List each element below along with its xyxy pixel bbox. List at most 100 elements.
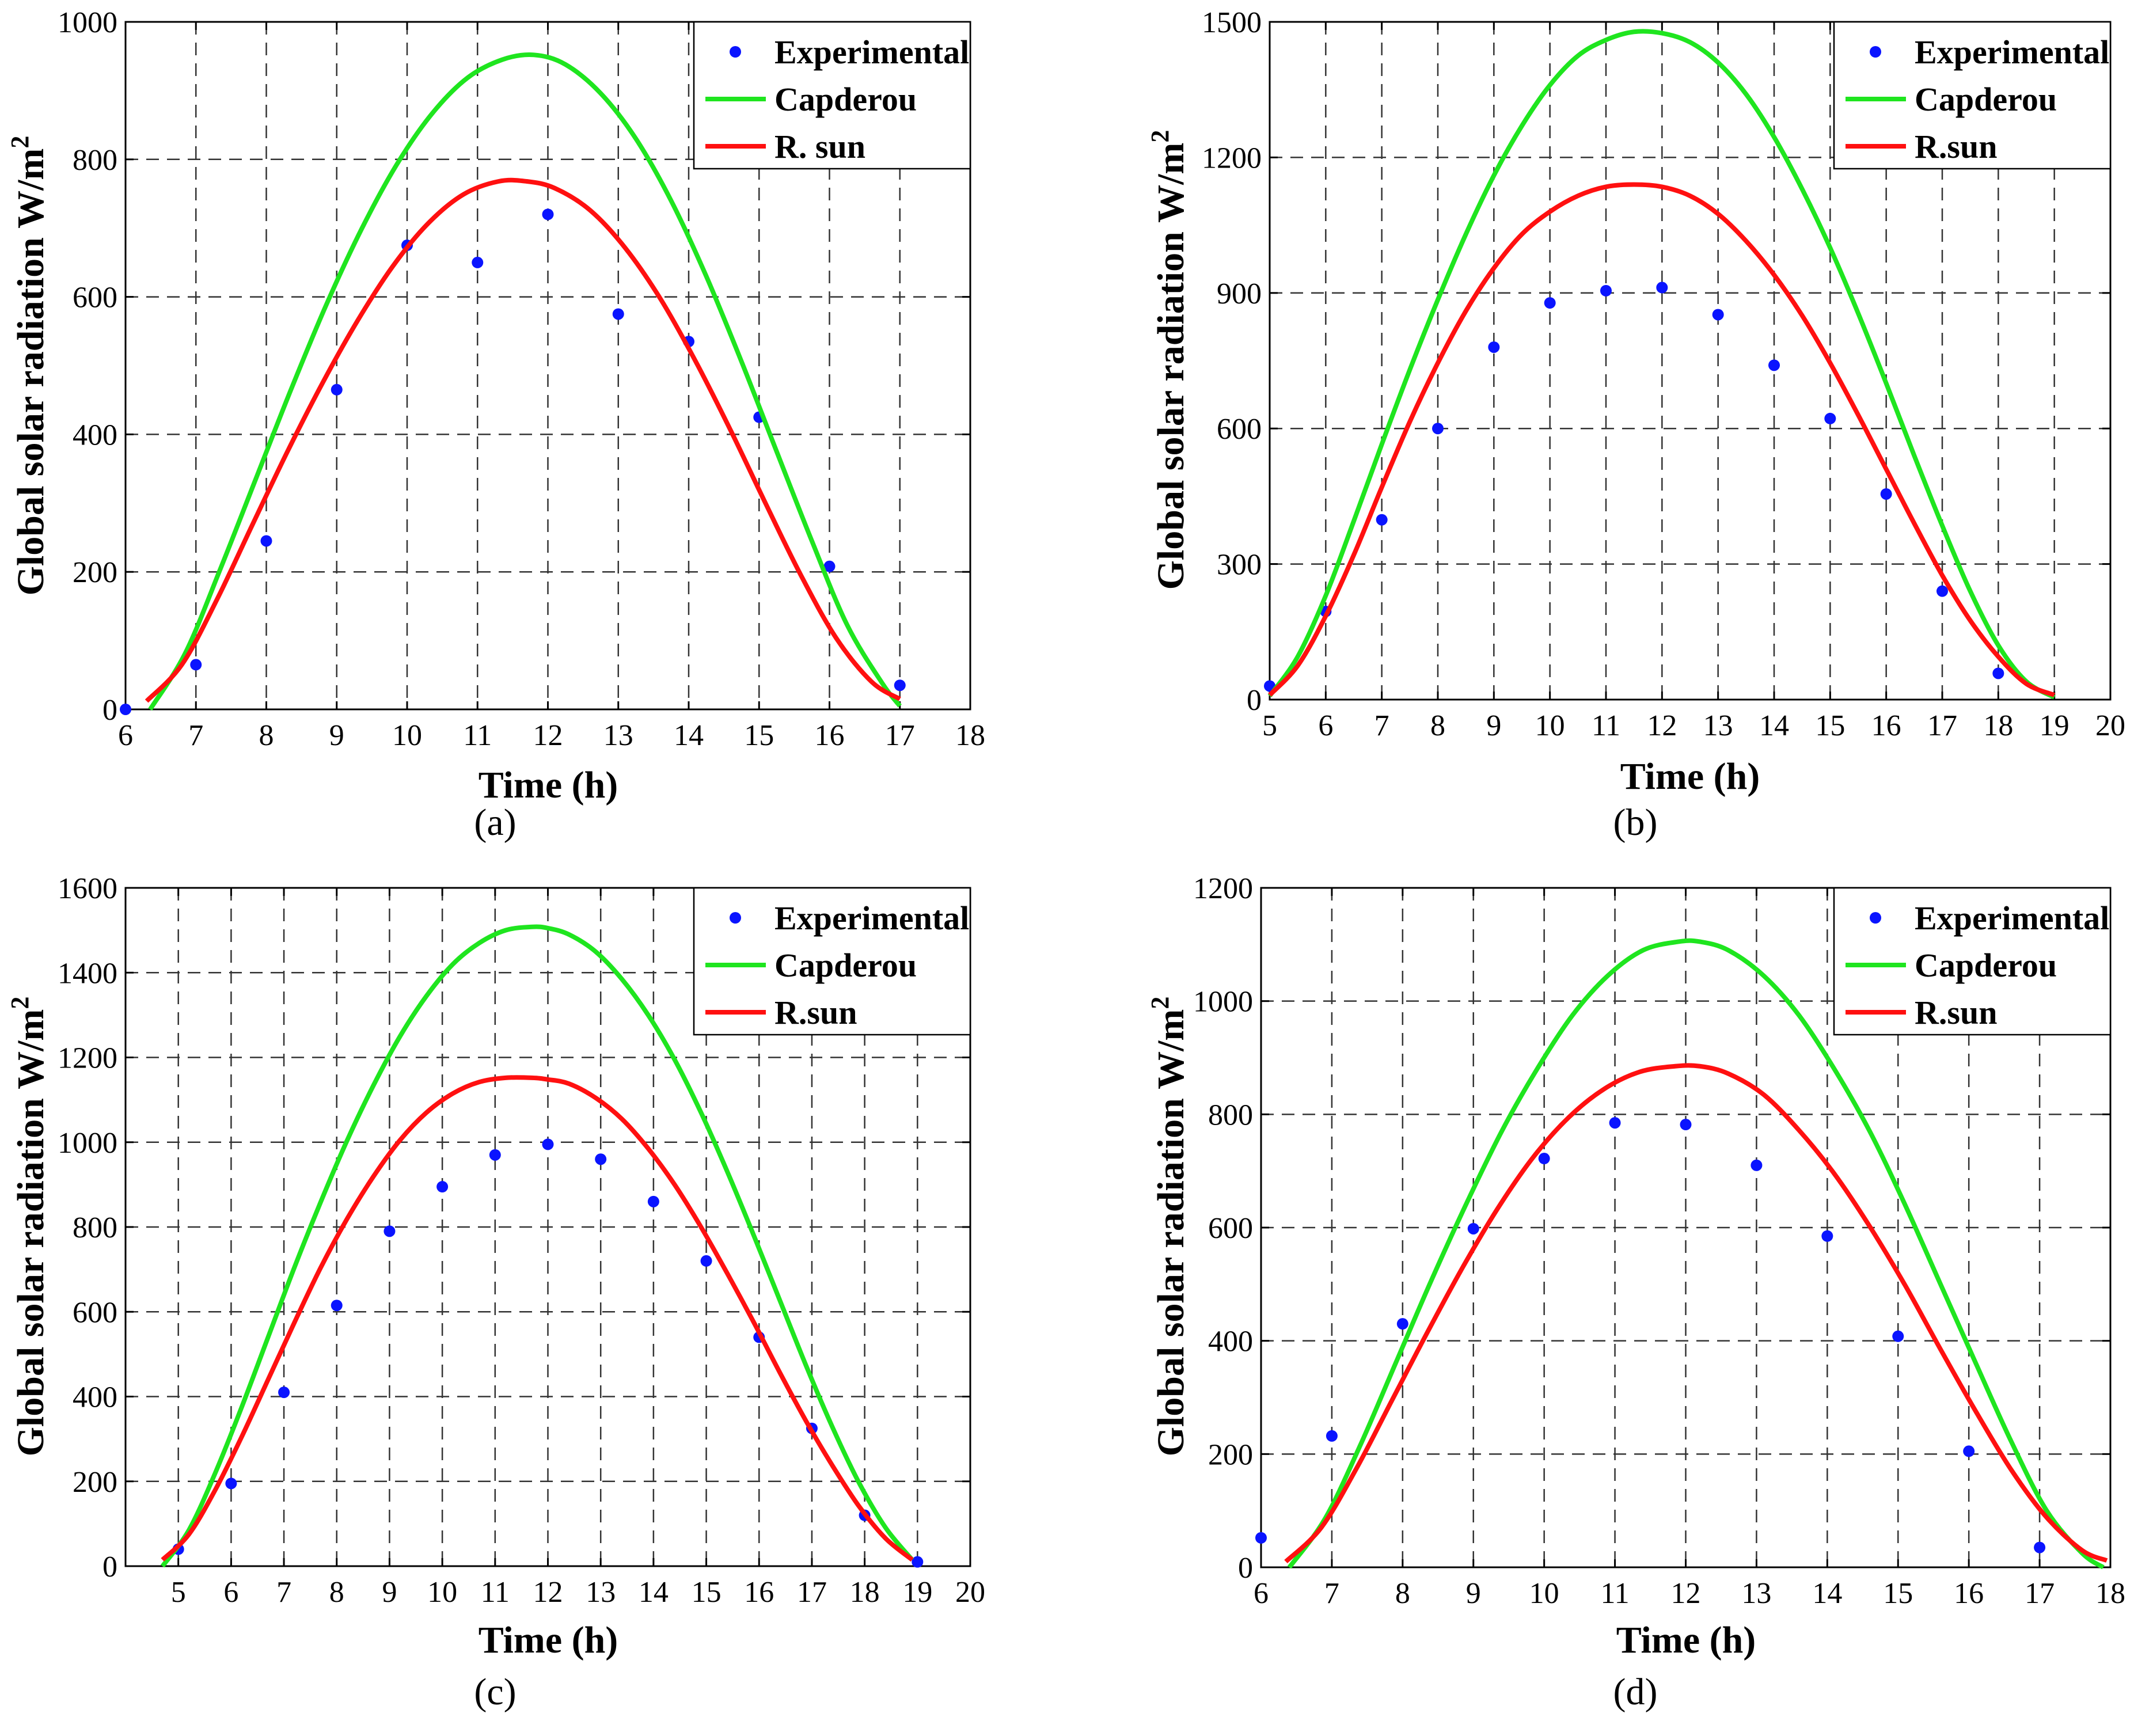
x-tick-label: 9 — [1466, 1577, 1481, 1610]
legend-marker-experimental — [1870, 46, 1881, 58]
experimental-point — [278, 1386, 290, 1399]
x-axis-title: Time (h) — [1620, 755, 1760, 797]
experimental-point — [894, 679, 906, 692]
x-tick-label: 6 — [223, 1576, 238, 1609]
panel-caption: (c) — [474, 1671, 516, 1713]
x-axis-title: Time (h) — [479, 764, 618, 806]
y-axis-title: Global solar radiation W/m2 — [1146, 130, 1192, 590]
x-axis-title: Time (h) — [1616, 1619, 1756, 1661]
y-tick-label: 600 — [1208, 1212, 1253, 1245]
y-tick-label: 900 — [1217, 278, 1262, 310]
x-axis-title: Time (h) — [479, 1619, 618, 1661]
y-tick-label: 0 — [1247, 684, 1262, 717]
experimental-point — [1544, 297, 1556, 309]
x-tick-label: 19 — [2040, 709, 2070, 742]
experimental-point — [1768, 359, 1780, 371]
experimental-point — [1467, 1222, 1479, 1234]
x-tick-label: 11 — [463, 719, 492, 752]
x-tick-label: 12 — [533, 719, 563, 752]
x-tick-label: 17 — [1927, 709, 1957, 742]
x-tick-label: 9 — [329, 719, 344, 752]
x-tick-label: 9 — [1486, 709, 1501, 742]
x-tick-label: 14 — [674, 719, 704, 752]
x-tick-label: 17 — [797, 1576, 827, 1609]
x-tick-label: 18 — [955, 719, 985, 752]
y-tick-label: 800 — [73, 144, 117, 177]
experimental-point — [1824, 412, 1836, 424]
series-line-capderou — [1267, 29, 2056, 700]
legend-label: R. sun — [774, 128, 865, 165]
x-tick-label: 10 — [427, 1576, 457, 1609]
experimental-point — [225, 1477, 237, 1490]
x-tick-label: 18 — [850, 1576, 880, 1609]
legend-box — [1833, 21, 2112, 170]
series-line-rsun — [1268, 182, 2056, 697]
legend-label: Experimental — [774, 899, 969, 937]
x-tick-label: 8 — [1430, 709, 1445, 742]
series-line-capderou — [160, 924, 914, 1568]
x-tick-label: 16 — [744, 1576, 774, 1609]
experimental-point — [912, 1556, 924, 1568]
y-tick-label: 0 — [102, 694, 117, 727]
experimental-point — [383, 1225, 396, 1237]
y-axis-title: Global solar radiation W/m2 — [1146, 997, 1192, 1457]
legend-label: R.sun — [1915, 128, 1997, 165]
legend-label: Capderou — [774, 947, 917, 984]
experimental-point — [1488, 341, 1500, 353]
series-line-rsun — [145, 177, 901, 703]
legend-label: Capderou — [1915, 81, 2057, 118]
y-tick-label: 200 — [73, 556, 117, 589]
x-tick-label: 20 — [955, 1576, 985, 1609]
y-tick-label: 600 — [73, 282, 117, 314]
experimental-point — [1432, 423, 1444, 435]
legend-label: Capderou — [774, 81, 917, 118]
experimental-point — [190, 659, 202, 671]
experimental-point — [260, 535, 272, 547]
experimental-point — [1538, 1153, 1550, 1165]
experimental-point — [1992, 667, 2004, 679]
experimental-point — [1396, 1318, 1408, 1330]
x-tick-label: 16 — [1954, 1577, 1984, 1610]
y-tick-label: 600 — [1217, 413, 1262, 446]
experimental-point — [1892, 1330, 1904, 1342]
panel-caption: (d) — [1613, 1671, 1658, 1713]
x-tick-label: 7 — [276, 1576, 291, 1609]
x-tick-label: 10 — [1529, 1577, 1559, 1610]
y-tick-label: 300 — [1217, 549, 1262, 582]
x-tick-label: 7 — [1324, 1577, 1339, 1610]
x-tick-label: 14 — [1759, 709, 1789, 742]
experimental-point — [1609, 1117, 1621, 1129]
x-tick-label: 6 — [1254, 1577, 1269, 1610]
y-tick-label: 1200 — [1193, 872, 1253, 905]
experimental-point — [542, 208, 554, 221]
experimental-point — [1656, 282, 1668, 294]
x-tick-label: 6 — [118, 719, 133, 752]
experimental-point — [1880, 488, 1892, 500]
x-tick-label: 19 — [902, 1576, 932, 1609]
x-tick-label: 6 — [1318, 709, 1333, 742]
experimental-point — [331, 383, 343, 396]
x-tick-label: 11 — [1592, 709, 1620, 742]
x-tick-label: 7 — [1374, 709, 1389, 742]
experimental-point — [489, 1149, 501, 1161]
experimental-point — [647, 1195, 659, 1207]
y-axis-title: Global solar radiation W/m2 — [6, 997, 52, 1457]
x-tick-label: 5 — [1262, 709, 1277, 742]
y-tick-label: 400 — [73, 419, 117, 451]
legend-label: Experimental — [774, 33, 969, 71]
experimental-point — [1712, 309, 1724, 321]
x-tick-label: 10 — [392, 719, 422, 752]
legend-label: Experimental — [1915, 33, 2109, 71]
series-line-capderou — [148, 52, 902, 711]
x-tick-label: 12 — [1671, 1577, 1701, 1610]
experimental-point — [1821, 1230, 1833, 1242]
legend-marker-experimental — [730, 912, 741, 924]
series-line-capderou — [1287, 938, 2105, 1570]
experimental-point — [612, 308, 624, 320]
legend-marker-experimental — [1870, 912, 1881, 924]
y-tick-label: 1200 — [58, 1042, 117, 1075]
legend-label: Experimental — [1915, 899, 2109, 937]
experimental-point — [2034, 1541, 2046, 1553]
y-tick-label: 400 — [73, 1381, 117, 1414]
